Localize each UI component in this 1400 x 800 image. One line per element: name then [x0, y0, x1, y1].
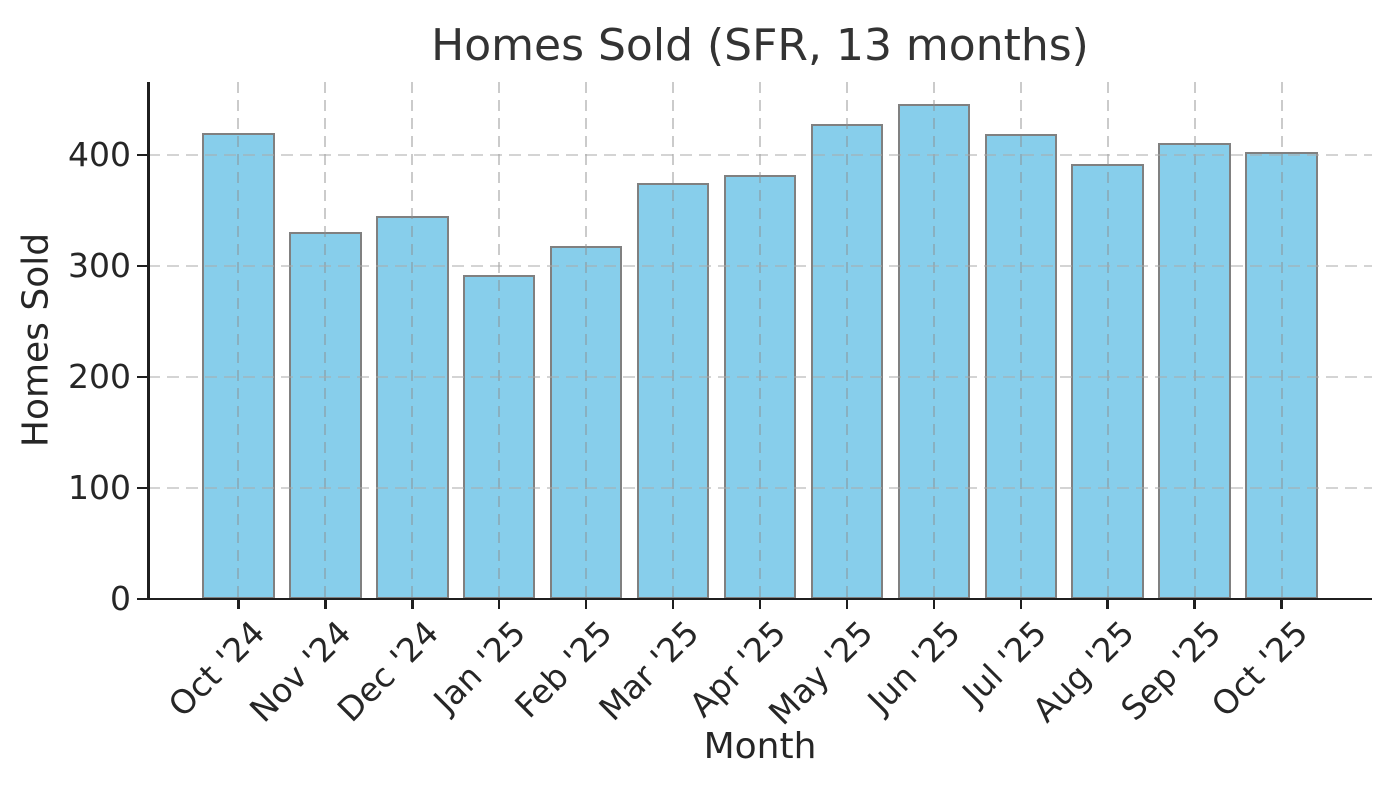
y-tick-label: 300	[68, 246, 131, 286]
y-tick-label: 100	[68, 468, 131, 508]
y-tick-label: 0	[110, 579, 131, 618]
vertical-gridline	[672, 82, 675, 599]
x-tick-mark	[671, 600, 675, 609]
y-axis-spine	[147, 82, 150, 600]
x-tick-mark	[584, 600, 588, 609]
bar-aug-25	[1071, 164, 1144, 599]
vertical-gridline	[324, 82, 327, 599]
vertical-gridline	[237, 82, 240, 599]
horizontal-gridline	[148, 154, 1372, 157]
x-tick-mark	[932, 600, 936, 609]
x-tick-mark	[1106, 600, 1109, 609]
y-tick-label: 200	[68, 357, 131, 397]
horizontal-gridline	[148, 376, 1372, 379]
bar-feb-25	[549, 246, 623, 599]
bar-dec-24	[376, 216, 449, 599]
bar-oct-25	[1245, 151, 1318, 599]
x-tick-mark	[1019, 600, 1023, 609]
vertical-gridline	[411, 82, 414, 599]
x-tick-mark	[411, 600, 414, 609]
y-tick-mark	[137, 486, 147, 490]
y-tick-mark	[137, 375, 147, 379]
bar-mar-25	[636, 182, 710, 599]
horizontal-gridline	[148, 487, 1372, 490]
x-tick-mark	[845, 600, 849, 609]
x-tick-mark	[237, 600, 240, 609]
vertical-gridline	[1019, 82, 1022, 599]
vertical-gridline	[759, 82, 761, 599]
bar-jul-25	[984, 134, 1058, 599]
x-tick-mark	[497, 600, 501, 609]
vertical-gridline	[845, 82, 848, 599]
bar-may-25	[810, 124, 884, 599]
horizontal-gridline	[148, 265, 1372, 268]
vertical-gridline	[932, 82, 935, 599]
vertical-gridline	[1193, 82, 1196, 599]
x-tick-mark	[324, 600, 327, 609]
y-axis-label: Homes Sold	[15, 232, 57, 448]
x-tick-mark	[1280, 600, 1283, 609]
x-tick-label: Oct '25	[1203, 613, 1316, 725]
x-tick-mark	[1193, 600, 1196, 609]
y-tick-mark	[137, 264, 147, 268]
vertical-gridline	[498, 82, 501, 599]
bar-nov-24	[289, 231, 362, 599]
chart-title: Homes Sold (SFR, 13 months)	[431, 20, 1089, 71]
x-axis-spine	[145, 597, 1372, 601]
vertical-gridline	[1106, 82, 1109, 599]
bar-oct-24	[202, 133, 275, 599]
bar-jan-25	[462, 275, 536, 599]
y-tick-label: 400	[68, 135, 131, 175]
vertical-gridline	[585, 82, 588, 599]
x-tick-mark	[758, 600, 762, 609]
vertical-gridline	[1280, 82, 1283, 599]
x-tick-label: Jun '25	[859, 613, 968, 721]
bar-sep-25	[1158, 143, 1231, 599]
x-axis-label: Month	[703, 726, 817, 767]
plot-area: 0 100 200 300 400 Oct '24 Nov '24 Dec '24 Jan '2…	[68, 82, 1372, 732]
bar-apr-25	[723, 175, 797, 599]
y-tick-mark	[137, 597, 147, 601]
y-tick-mark	[137, 153, 147, 157]
